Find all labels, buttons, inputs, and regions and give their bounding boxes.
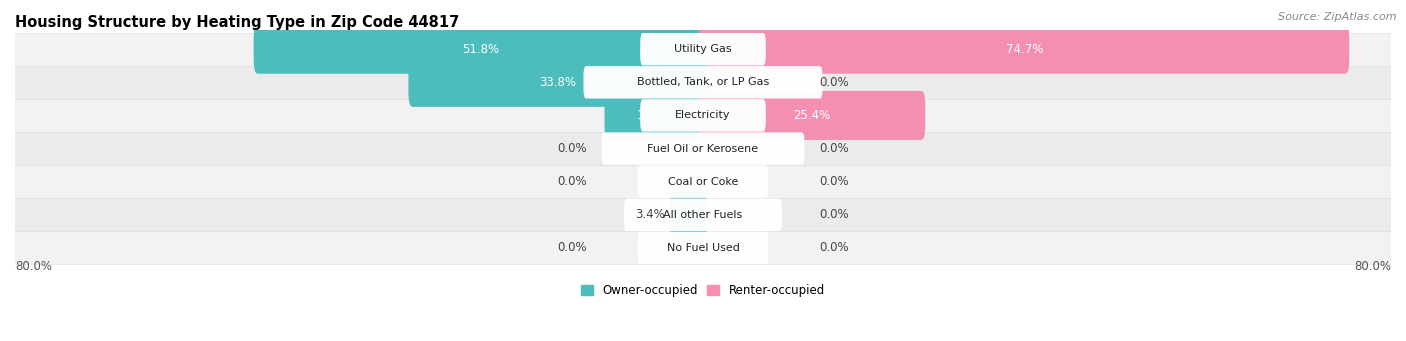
Text: 80.0%: 80.0% bbox=[1354, 260, 1391, 273]
Text: 0.0%: 0.0% bbox=[820, 208, 849, 221]
FancyBboxPatch shape bbox=[669, 190, 707, 239]
FancyBboxPatch shape bbox=[640, 33, 766, 65]
FancyBboxPatch shape bbox=[0, 99, 1406, 132]
FancyBboxPatch shape bbox=[0, 165, 1406, 198]
FancyBboxPatch shape bbox=[602, 132, 804, 165]
FancyBboxPatch shape bbox=[583, 66, 823, 99]
Text: 11.0%: 11.0% bbox=[637, 109, 675, 122]
Text: 80.0%: 80.0% bbox=[15, 260, 52, 273]
Text: 33.8%: 33.8% bbox=[538, 76, 576, 89]
FancyBboxPatch shape bbox=[624, 198, 782, 231]
Text: 0.0%: 0.0% bbox=[820, 175, 849, 188]
FancyBboxPatch shape bbox=[253, 25, 707, 74]
FancyBboxPatch shape bbox=[640, 99, 766, 132]
Text: 0.0%: 0.0% bbox=[820, 76, 849, 89]
Text: All other Fuels: All other Fuels bbox=[664, 210, 742, 220]
Text: 3.4%: 3.4% bbox=[636, 208, 665, 221]
Text: 74.7%: 74.7% bbox=[1005, 43, 1043, 56]
Text: Bottled, Tank, or LP Gas: Bottled, Tank, or LP Gas bbox=[637, 77, 769, 87]
Text: Coal or Coke: Coal or Coke bbox=[668, 177, 738, 187]
Legend: Owner-occupied, Renter-occupied: Owner-occupied, Renter-occupied bbox=[576, 279, 830, 302]
Text: Utility Gas: Utility Gas bbox=[675, 44, 731, 54]
Text: 0.0%: 0.0% bbox=[820, 142, 849, 155]
FancyBboxPatch shape bbox=[0, 33, 1406, 66]
FancyBboxPatch shape bbox=[0, 198, 1406, 231]
FancyBboxPatch shape bbox=[0, 132, 1406, 165]
FancyBboxPatch shape bbox=[699, 25, 1350, 74]
Text: 0.0%: 0.0% bbox=[820, 241, 849, 254]
Text: Fuel Oil or Kerosene: Fuel Oil or Kerosene bbox=[647, 144, 759, 153]
Text: Housing Structure by Heating Type in Zip Code 44817: Housing Structure by Heating Type in Zip… bbox=[15, 15, 460, 30]
Text: 0.0%: 0.0% bbox=[557, 142, 586, 155]
Text: No Fuel Used: No Fuel Used bbox=[666, 243, 740, 253]
Text: 0.0%: 0.0% bbox=[557, 175, 586, 188]
FancyBboxPatch shape bbox=[0, 66, 1406, 99]
FancyBboxPatch shape bbox=[409, 58, 707, 107]
FancyBboxPatch shape bbox=[699, 91, 925, 140]
FancyBboxPatch shape bbox=[605, 91, 707, 140]
FancyBboxPatch shape bbox=[638, 232, 768, 264]
Text: 25.4%: 25.4% bbox=[793, 109, 831, 122]
Text: 51.8%: 51.8% bbox=[461, 43, 499, 56]
FancyBboxPatch shape bbox=[0, 231, 1406, 265]
Text: Source: ZipAtlas.com: Source: ZipAtlas.com bbox=[1278, 12, 1396, 22]
Text: 0.0%: 0.0% bbox=[557, 241, 586, 254]
Text: Electricity: Electricity bbox=[675, 110, 731, 120]
FancyBboxPatch shape bbox=[638, 165, 768, 198]
